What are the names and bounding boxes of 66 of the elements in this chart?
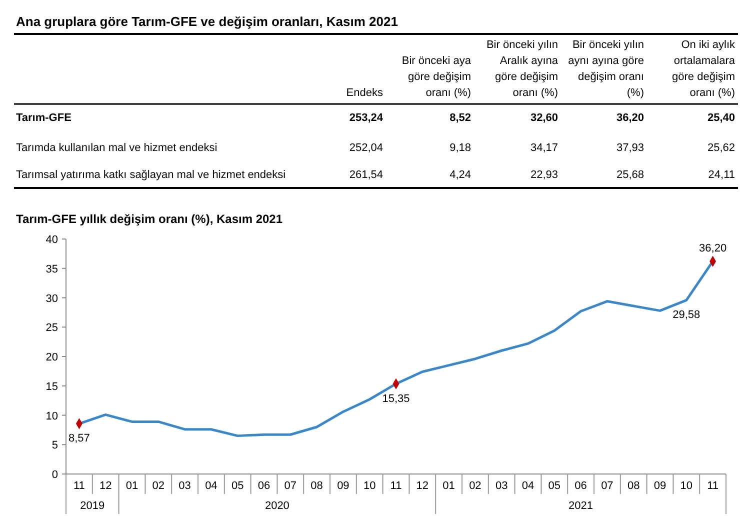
- x-tick-label: 08: [310, 480, 323, 492]
- text: 261,54: [349, 169, 383, 181]
- y-tick-label: 25: [46, 322, 58, 334]
- x-tick-label: 04: [205, 480, 218, 492]
- data-label: 15,35: [382, 392, 410, 405]
- text: 25,62: [707, 142, 735, 154]
- data-label: 36,20: [699, 242, 727, 254]
- text: 37,93: [616, 142, 644, 154]
- category-label: On iki aylık ortalamalara göre değişim oranı (%): [672, 39, 736, 99]
- x-tick-label: 02: [152, 480, 165, 492]
- text: 22,93: [530, 169, 558, 181]
- data-label: 8,57: [68, 432, 90, 445]
- category-label: Tarımsal yatırıma katkı sağlayan mal ve hizmet endeksi: [16, 169, 286, 181]
- text: 34,17: [530, 142, 558, 154]
- text: 253,24: [349, 112, 383, 124]
- text: 25,68: [616, 169, 644, 181]
- x-tick-label: 06: [258, 480, 270, 492]
- text: 2019: [80, 500, 105, 512]
- text: 4,24: [450, 169, 471, 181]
- y-tick-label: 5: [52, 440, 58, 452]
- y-tick-label: 20: [46, 352, 58, 364]
- x-tick-label: 03: [495, 480, 508, 492]
- chart-title: Tarım-GFE yıllık değişim oranı (%), Kasım 2021: [16, 212, 283, 226]
- y-tick-label: 0: [52, 469, 58, 481]
- text: 252,04: [349, 142, 383, 154]
- category-label: Bir önceki yılın aynı ayına göre değişim oranı (%): [568, 39, 644, 99]
- x-tick-label: 12: [416, 480, 429, 492]
- text: 8,52: [450, 112, 471, 124]
- y-tick-label: 35: [46, 263, 58, 276]
- text: 2020: [264, 500, 290, 512]
- x-tick-label: 09: [337, 480, 350, 492]
- x-tick-label: 07: [284, 480, 297, 492]
- x-tick-label: 06: [574, 480, 587, 492]
- x-tick-label: 02: [469, 480, 482, 492]
- x-tick-label: 08: [627, 480, 640, 492]
- data-label: 29,58: [672, 309, 700, 322]
- x-tick-label: 04: [522, 480, 534, 492]
- y-tick-label: 15: [46, 380, 58, 393]
- x-tick-label: 09: [654, 480, 666, 492]
- x-tick-label: 10: [680, 480, 693, 492]
- category-label: Tarımda kullanılan mal ve hizmet endeksi: [16, 142, 218, 154]
- x-tick-label: 01: [126, 480, 138, 492]
- category-label: Bir önceki aya göre değişim oranı (%): [402, 55, 472, 99]
- y-tick-label: 30: [46, 292, 58, 305]
- x-tick-label: 10: [363, 480, 376, 492]
- text: Ana gruplara göre Tarım-GFE ve değişim oranları, Kasım 2021: [16, 14, 398, 29]
- y-tick-label: 10: [46, 410, 58, 422]
- x-tick-label: 07: [601, 480, 614, 492]
- x-tick-label: 05: [548, 480, 561, 492]
- x-tick-label: 11: [707, 480, 719, 492]
- category-label: Endeks: [346, 87, 384, 99]
- x-tick-label: 01: [442, 480, 455, 492]
- text: 36,20: [616, 112, 644, 124]
- x-tick-label: 05: [231, 480, 244, 492]
- text: 25,40: [707, 112, 735, 124]
- x-tick-label: 03: [178, 480, 191, 492]
- category-label: Tarım-GFE: [16, 112, 72, 124]
- text: 2021: [568, 500, 594, 512]
- y-tick-label: 40: [46, 234, 58, 246]
- x-tick-label: 12: [99, 480, 112, 492]
- x-tick-label: 11: [390, 480, 402, 492]
- text: 32,60: [530, 112, 558, 124]
- x-tick-label: 11: [73, 480, 85, 492]
- text: 24,11: [708, 169, 735, 181]
- category-label: Bir önceki yılın Aralık ayına göre değişim oranı (%): [486, 39, 559, 99]
- text: 9,18: [450, 142, 471, 154]
